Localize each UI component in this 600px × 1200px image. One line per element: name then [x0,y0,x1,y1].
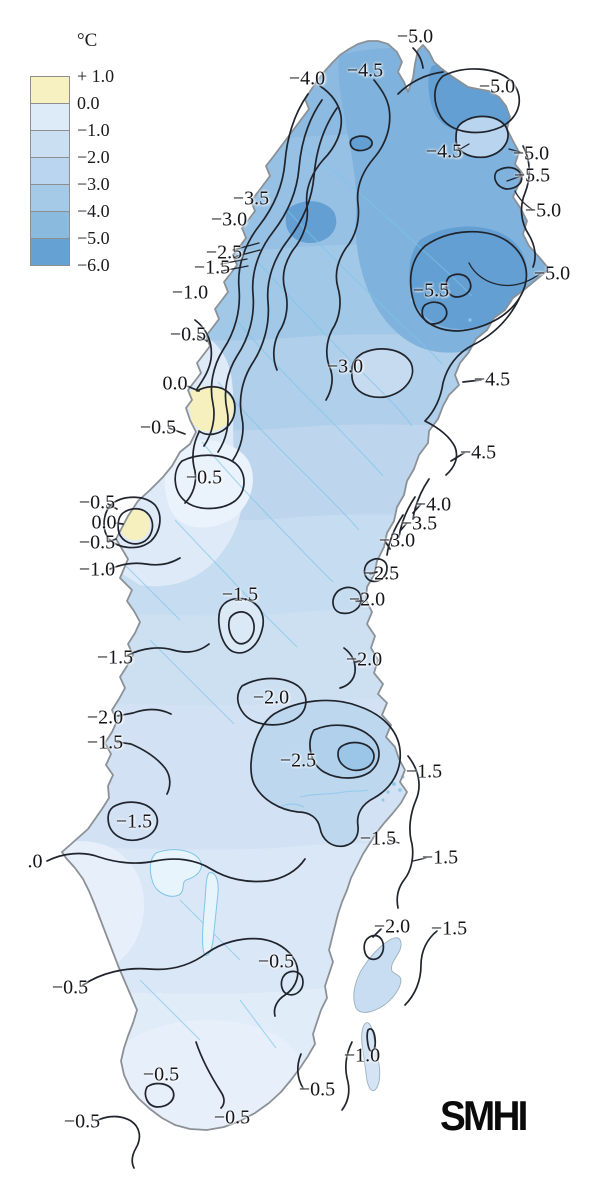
legend-label: + 1.0 [77,66,115,86]
legend-label: −2.0 [77,147,110,167]
smhi-logo: SMHI [440,1092,528,1139]
country-border [61,40,550,1131]
contour-lines [46,47,542,1169]
legend-swatch [31,131,69,158]
lakes [149,849,219,956]
legend-label: −3.0 [77,174,110,194]
legend-label: −6.0 [77,255,110,275]
islands [353,937,402,1092]
legend-swatch [31,212,69,239]
legend-swatch [31,158,69,185]
legend-swatch [31,239,69,265]
legend-label: 0.0 [77,93,100,113]
legend-swatch [31,104,69,131]
legend-label: −4.0 [77,201,110,221]
legend-label: −1.0 [77,120,110,140]
legend-swatches [30,76,70,266]
legend-swatch [31,77,69,104]
legend-label: −5.0 [77,228,110,248]
legend-swatch [31,185,69,212]
gotland-island [353,937,402,1013]
oland-island [361,1022,381,1092]
legend-title: °C [77,30,98,51]
